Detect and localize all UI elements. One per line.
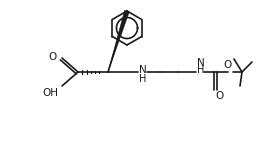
Text: H: H xyxy=(139,74,146,84)
Text: O: O xyxy=(224,60,232,70)
Text: O: O xyxy=(49,52,57,62)
Text: N: N xyxy=(197,58,205,68)
Text: N: N xyxy=(139,65,147,75)
Text: O: O xyxy=(215,91,223,101)
Text: H: H xyxy=(197,65,204,75)
Polygon shape xyxy=(108,10,130,72)
Text: OH: OH xyxy=(42,88,58,98)
